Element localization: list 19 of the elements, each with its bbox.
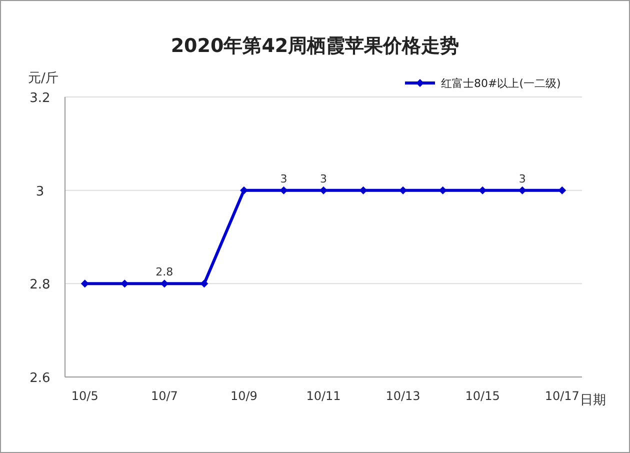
y-tick-label: 2.8 xyxy=(30,278,50,293)
data-label: 3 xyxy=(320,172,327,186)
x-tick-label: 10/9 xyxy=(230,389,258,403)
x-tick-label: 10/17 xyxy=(544,389,580,403)
data-label: 3 xyxy=(518,172,526,186)
data-label: 2.8 xyxy=(156,266,174,279)
y-tick-label: 3 xyxy=(36,184,44,200)
y-axis-title: 元/斤 xyxy=(28,71,58,86)
chart-title: 2020年第42周栖霞苹果价格走势 xyxy=(170,35,460,57)
y-tick-label: 3.2 xyxy=(30,91,50,106)
data-label: 3 xyxy=(280,172,288,186)
x-tick-label: 10/11 xyxy=(306,389,341,403)
x-tick-label: 10/5 xyxy=(71,389,98,403)
x-tick-label: 10/15 xyxy=(465,389,500,403)
legend-label: 红富士80#以上(一二级) xyxy=(441,77,561,90)
x-tick-label: 10/13 xyxy=(386,389,420,403)
y-tick-label: 2.6 xyxy=(30,371,50,386)
x-axis-title: 日期 xyxy=(580,393,606,408)
x-tick-label: 10/7 xyxy=(150,389,178,403)
